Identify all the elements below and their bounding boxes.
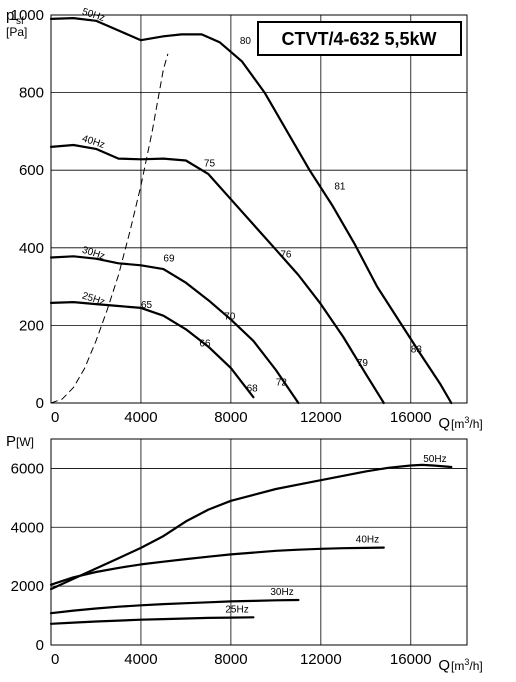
power-xtick-label: 4000 xyxy=(124,651,157,668)
pressure-ytick-label: 200 xyxy=(19,317,44,334)
pressure-ytick-label: 400 xyxy=(19,240,44,257)
pressure-grid xyxy=(50,14,467,404)
pressure-curves xyxy=(49,17,453,405)
power-series-label-50hz: 50Hz xyxy=(423,454,446,465)
power-xtick-label: 12000 xyxy=(300,651,342,668)
power-grid xyxy=(50,439,467,646)
power-chart-frame xyxy=(50,438,468,646)
power-series-label-40hz: 40Hz xyxy=(356,535,379,546)
pressure-chart-frame xyxy=(50,14,468,404)
pressure-xtick-label: 16000 xyxy=(390,409,432,426)
pressure-ytick-label: 0 xyxy=(36,395,44,412)
power-labels: 0 4000 8000 12000 16000 0 2000 4000 6000 50Hz 40Hz… xyxy=(11,454,447,668)
efficiency-label: 66 xyxy=(199,339,211,350)
pressure-xtick-label: 8000 xyxy=(214,409,247,426)
power-curve-50hz xyxy=(49,463,453,591)
pressure-ytick-label: 1000 xyxy=(11,7,44,24)
pressure-ytick-label: 600 xyxy=(19,162,44,179)
efficiency-label: 83 xyxy=(411,345,423,356)
pressure-ylabel: p xyxy=(6,7,14,24)
pressure-xtick-label: 4000 xyxy=(124,409,157,426)
power-ytick-label: 6000 xyxy=(11,460,44,477)
power-curve-40hz xyxy=(49,546,385,586)
pressure-curve-40hz xyxy=(49,143,385,405)
power-xtick-label: 0 xyxy=(51,651,59,668)
pressure-yunit: [Pa] xyxy=(6,25,27,39)
pressure-xunit: [m3/h] xyxy=(451,415,483,431)
chart-title: CTVT/4-632 5,5kW xyxy=(281,29,436,49)
power-curve-25hz xyxy=(49,616,255,625)
efficiency-label: 65 xyxy=(141,300,153,311)
efficiency-label: 72 xyxy=(276,378,288,389)
pressure-curve-50hz xyxy=(49,17,453,405)
power-ytick-label: 4000 xyxy=(11,519,44,536)
efficiency-label: 70 xyxy=(224,312,236,323)
power-curves xyxy=(49,463,453,625)
efficiency-label: 80 xyxy=(240,36,252,47)
pressure-curve-30hz xyxy=(49,255,300,405)
efficiency-label: 75 xyxy=(204,158,216,169)
power-xunit: [m3/h] xyxy=(451,657,483,673)
pressure-xtick-label: 12000 xyxy=(300,409,342,426)
power-ylabel: P xyxy=(6,433,16,450)
efficiency-label: 79 xyxy=(357,358,369,369)
power-ytick-label: 2000 xyxy=(11,578,44,595)
system-resistance-curve xyxy=(50,53,169,404)
power-yunit: [W] xyxy=(16,435,34,449)
power-xtick-label: 16000 xyxy=(390,651,432,668)
pressure-xtick-label: 0 xyxy=(51,409,59,426)
power-ytick-label: 0 xyxy=(36,637,44,654)
pressure-series-label-25hz: 25Hz xyxy=(81,291,107,309)
power-series-label-25hz: 25Hz xyxy=(225,604,248,615)
efficiency-label: 69 xyxy=(163,253,175,264)
power-xtick-label: 8000 xyxy=(214,651,247,668)
efficiency-label: 76 xyxy=(280,250,292,261)
pressure-series-label-30hz: 30Hz xyxy=(81,245,107,263)
efficiency-label: 68 xyxy=(247,383,259,394)
pressure-xlabel: Q xyxy=(438,415,450,432)
power-xlabel: Q xyxy=(438,657,450,674)
pressure-ylabel-sub: sf xyxy=(16,16,24,27)
title-box xyxy=(257,21,462,56)
pressure-curve-25hz xyxy=(49,301,255,399)
pressure-ytick-label: 800 xyxy=(19,85,44,102)
efficiency-label: 81 xyxy=(334,182,346,193)
power-series-label-30hz: 30Hz xyxy=(270,587,293,598)
power-curve-30hz xyxy=(49,598,300,615)
